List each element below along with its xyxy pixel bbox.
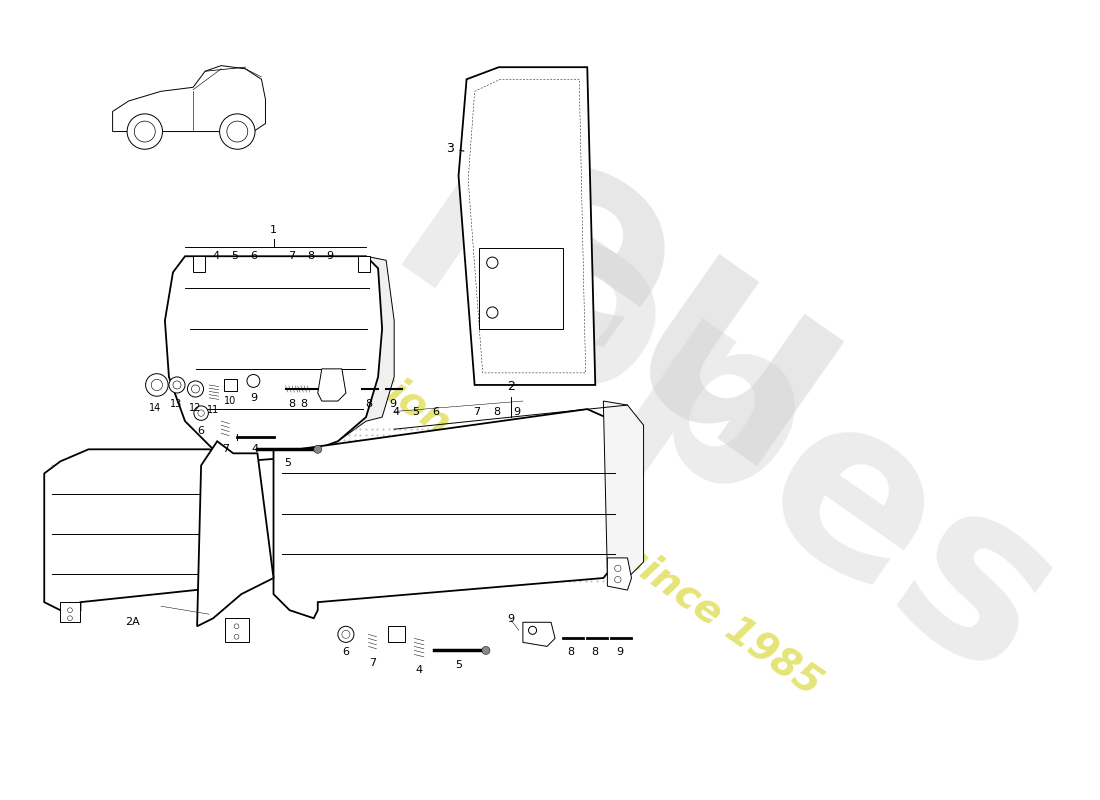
Text: 9: 9	[616, 647, 623, 658]
Circle shape	[134, 121, 155, 142]
Polygon shape	[358, 256, 370, 272]
Polygon shape	[478, 248, 563, 329]
Text: 7: 7	[473, 407, 480, 418]
Circle shape	[482, 646, 490, 654]
Polygon shape	[522, 622, 556, 646]
Circle shape	[528, 626, 537, 634]
Text: 7: 7	[368, 658, 376, 669]
Circle shape	[145, 374, 168, 396]
Text: 3: 3	[447, 142, 464, 154]
Circle shape	[314, 446, 322, 454]
Text: 6: 6	[251, 250, 257, 261]
Polygon shape	[274, 409, 624, 618]
Polygon shape	[223, 378, 236, 391]
Circle shape	[338, 626, 354, 642]
Text: 5: 5	[285, 458, 292, 468]
Polygon shape	[165, 256, 382, 462]
Text: 4: 4	[393, 407, 399, 418]
Text: 11: 11	[207, 405, 219, 415]
Text: 5: 5	[231, 250, 239, 261]
Text: 8: 8	[288, 399, 296, 410]
Text: 8: 8	[568, 647, 574, 658]
Polygon shape	[60, 602, 80, 622]
Polygon shape	[226, 618, 250, 642]
Text: 8: 8	[307, 250, 315, 261]
Text: 2A: 2A	[125, 617, 140, 626]
Text: 5: 5	[455, 660, 462, 670]
Text: 6: 6	[342, 647, 350, 658]
Text: 6: 6	[198, 426, 205, 436]
Text: a passion for parts since 1985: a passion for parts since 1985	[265, 293, 828, 702]
Text: 10: 10	[224, 396, 236, 406]
Text: ropes: ropes	[352, 118, 1096, 733]
Text: 9: 9	[507, 614, 515, 624]
Text: 4: 4	[212, 250, 219, 261]
Polygon shape	[197, 442, 274, 626]
Text: 8: 8	[493, 407, 499, 418]
Polygon shape	[338, 256, 394, 442]
Polygon shape	[387, 626, 406, 642]
Circle shape	[169, 377, 185, 393]
Text: 7: 7	[287, 250, 295, 261]
Text: 4: 4	[252, 444, 258, 454]
Text: 2: 2	[507, 380, 515, 393]
Polygon shape	[603, 401, 644, 578]
Text: 4: 4	[416, 665, 422, 675]
Circle shape	[248, 374, 260, 387]
Text: 14: 14	[150, 402, 162, 413]
Circle shape	[187, 381, 204, 397]
Polygon shape	[607, 558, 631, 590]
Polygon shape	[44, 450, 245, 610]
Circle shape	[194, 406, 208, 420]
Text: eu: eu	[425, 91, 895, 534]
Text: 8: 8	[300, 399, 308, 410]
Text: 5: 5	[412, 407, 419, 418]
Circle shape	[227, 121, 248, 142]
Polygon shape	[459, 67, 595, 385]
Polygon shape	[194, 256, 205, 272]
Text: 9: 9	[513, 407, 520, 418]
Text: 9: 9	[389, 399, 396, 410]
Circle shape	[128, 114, 163, 150]
Text: 1: 1	[270, 226, 277, 235]
Text: 9: 9	[250, 393, 257, 403]
Text: 7: 7	[222, 444, 229, 454]
Text: 6: 6	[432, 407, 440, 418]
Circle shape	[220, 114, 255, 150]
Text: 9: 9	[327, 250, 333, 261]
Text: 12: 12	[189, 402, 201, 413]
Text: 8: 8	[365, 399, 372, 410]
Text: 13: 13	[170, 399, 183, 410]
Text: 8: 8	[592, 647, 598, 658]
Polygon shape	[318, 369, 345, 401]
